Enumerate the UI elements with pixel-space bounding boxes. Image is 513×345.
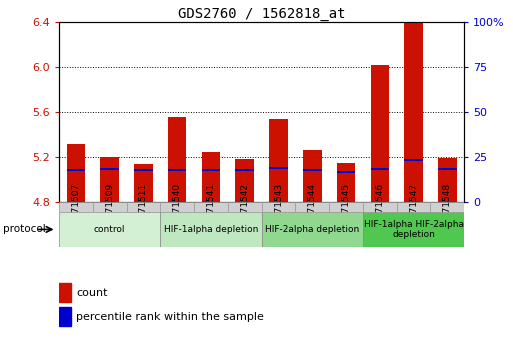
Text: HIF-1alpha HIF-2alpha
depletion: HIF-1alpha HIF-2alpha depletion	[364, 220, 464, 239]
Text: GSM71543: GSM71543	[274, 183, 283, 231]
Text: GSM71545: GSM71545	[342, 183, 350, 231]
FancyBboxPatch shape	[59, 202, 93, 212]
Bar	[134, 164, 153, 202]
Text: percentile rank within the sample: percentile rank within the sample	[76, 312, 264, 322]
FancyBboxPatch shape	[363, 212, 464, 247]
Bar	[168, 117, 187, 202]
Bar	[59, 307, 71, 326]
FancyBboxPatch shape	[262, 202, 295, 212]
Bar	[134, 169, 153, 171]
Bar	[438, 158, 457, 202]
Bar	[404, 159, 423, 161]
Bar	[303, 169, 322, 171]
Text: GSM71509: GSM71509	[105, 183, 114, 231]
Text: GSM71547: GSM71547	[409, 183, 418, 231]
Bar	[370, 65, 389, 202]
Text: GSM71542: GSM71542	[240, 183, 249, 231]
FancyBboxPatch shape	[228, 202, 262, 212]
Text: GSM71546: GSM71546	[376, 183, 384, 231]
FancyBboxPatch shape	[127, 202, 160, 212]
FancyBboxPatch shape	[160, 202, 194, 212]
Bar	[370, 168, 389, 170]
Bar	[235, 169, 254, 171]
Text: HIF-2alpha depletion: HIF-2alpha depletion	[265, 225, 360, 234]
Text: count: count	[76, 288, 107, 298]
Text: GSM71540: GSM71540	[173, 183, 182, 231]
FancyBboxPatch shape	[194, 202, 228, 212]
Bar	[168, 169, 187, 171]
Bar	[101, 157, 119, 202]
FancyBboxPatch shape	[262, 212, 363, 247]
Bar	[303, 150, 322, 202]
Text: GSM71511: GSM71511	[139, 183, 148, 231]
Bar	[202, 152, 220, 202]
Bar	[235, 159, 254, 202]
Text: GSM71548: GSM71548	[443, 183, 452, 231]
FancyBboxPatch shape	[160, 212, 262, 247]
Bar	[101, 168, 119, 170]
Bar	[269, 167, 288, 169]
Bar	[67, 169, 85, 171]
Bar	[337, 162, 356, 202]
FancyBboxPatch shape	[430, 202, 464, 212]
FancyBboxPatch shape	[397, 202, 430, 212]
Bar	[202, 169, 220, 171]
Title: GDS2760 / 1562818_at: GDS2760 / 1562818_at	[178, 7, 345, 21]
Bar	[67, 144, 85, 202]
FancyBboxPatch shape	[329, 202, 363, 212]
Text: GSM71541: GSM71541	[206, 183, 215, 231]
Bar	[269, 119, 288, 202]
Bar	[59, 283, 71, 302]
Text: GSM71507: GSM71507	[71, 183, 81, 231]
FancyBboxPatch shape	[59, 212, 160, 247]
FancyBboxPatch shape	[93, 202, 127, 212]
Text: control: control	[94, 225, 125, 234]
Text: HIF-1alpha depletion: HIF-1alpha depletion	[164, 225, 258, 234]
Text: protocol: protocol	[3, 225, 45, 234]
FancyBboxPatch shape	[363, 202, 397, 212]
FancyBboxPatch shape	[295, 202, 329, 212]
Bar	[337, 170, 356, 172]
Bar	[404, 0, 423, 202]
Text: GSM71544: GSM71544	[308, 183, 317, 231]
Bar	[438, 168, 457, 170]
